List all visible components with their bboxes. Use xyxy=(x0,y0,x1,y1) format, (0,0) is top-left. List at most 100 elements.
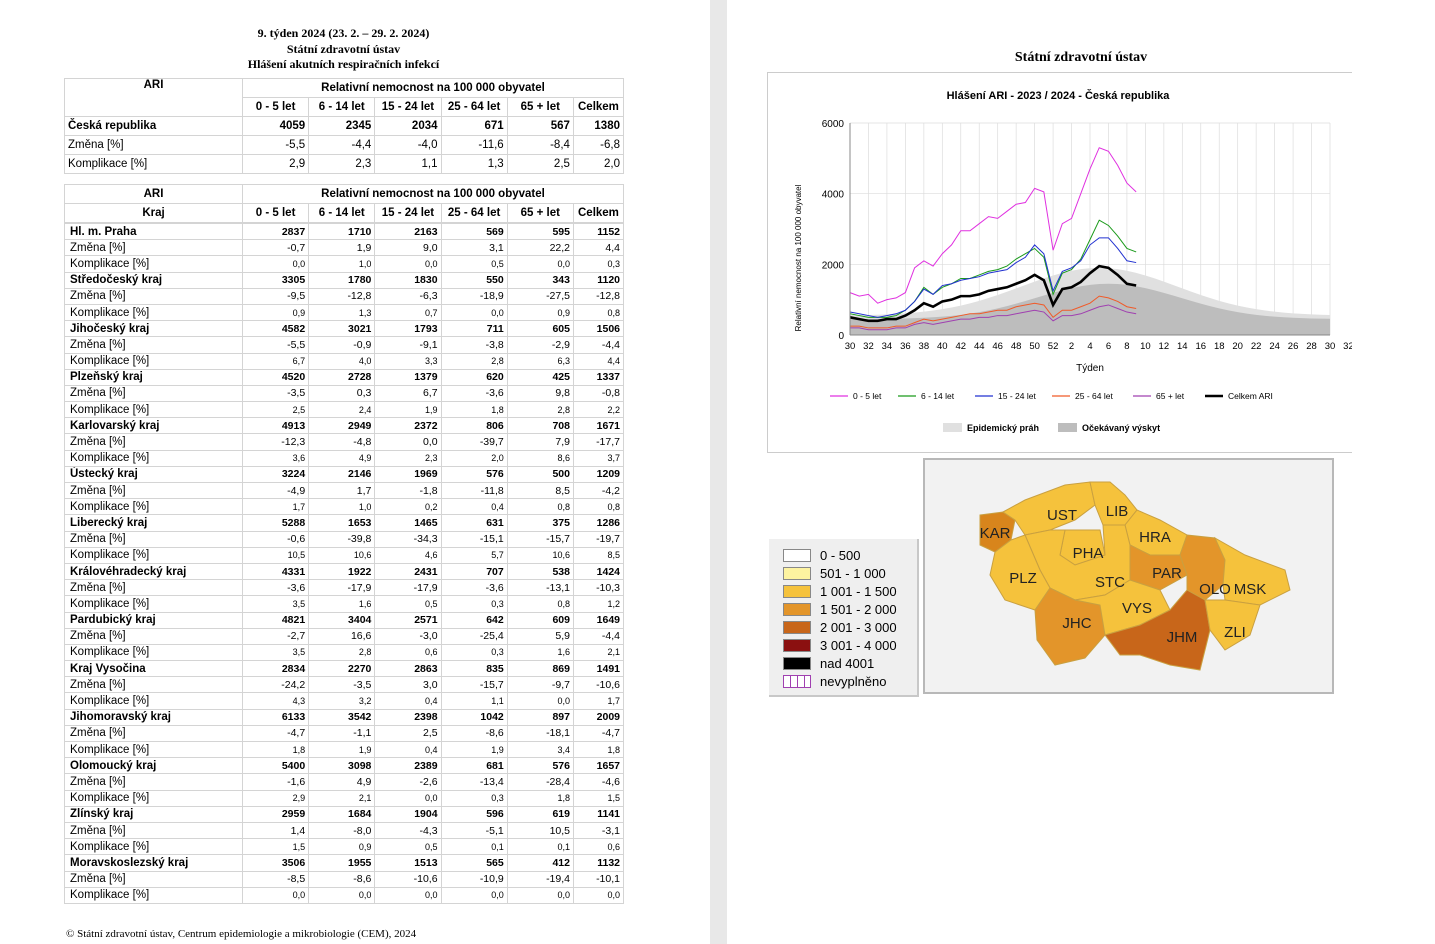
x-tick-label: 2 xyxy=(1069,341,1074,352)
map-region-label: KAR xyxy=(980,525,1011,542)
table-cell: 3,7 xyxy=(573,449,624,467)
map-region-label: JHC xyxy=(1062,615,1091,632)
table-cell: -3,1 xyxy=(573,821,624,840)
right-page: Státní zdravotní ústav Hlášení ARI - 202… xyxy=(727,0,1435,944)
complication-row: Komplikace [%] 0,0 1,0 0,0 0,5 0,0 0,3 xyxy=(64,255,624,273)
map-region-ust xyxy=(1002,481,1096,536)
complication-label: Komplikace [%] xyxy=(64,401,243,419)
map-region-label: OLO xyxy=(1199,581,1231,598)
table-cell: 4821 xyxy=(241,611,310,629)
table-cell: -13,4 xyxy=(440,773,508,791)
table-cell: -12,8 xyxy=(573,287,624,305)
y-tick-label: 6000 xyxy=(822,119,845,130)
table-cell: 4582 xyxy=(241,320,310,338)
complication-label: Komplikace [%] xyxy=(64,838,243,856)
table-cell: -3,6 xyxy=(241,579,310,597)
table-cell: 595 xyxy=(506,222,575,241)
row-label: Změna [%] xyxy=(64,135,243,155)
group-header: Relativní nemocnost na 100 000 obyvatel xyxy=(242,184,624,204)
table-cell: 2,5 xyxy=(374,724,442,743)
table-cell: 550 xyxy=(440,271,508,289)
table-cell: 5400 xyxy=(241,757,310,775)
table-cell: -11,6 xyxy=(440,135,508,155)
legend-label: 3 001 - 4 000 xyxy=(820,637,897,653)
change-label: Změna [%] xyxy=(64,336,243,354)
region-row: Olomoucký kraj 5400 3098 2389 681 576 1657 xyxy=(64,757,624,775)
table-cell: 22,2 xyxy=(506,239,575,257)
ari-chart: Hlášení ARI - 2023 / 2024 - Česká republ… xyxy=(767,72,1372,453)
table-cell: 4,3 xyxy=(241,692,310,710)
table-cell: 1465 xyxy=(374,514,442,532)
table-cell: 2571 xyxy=(374,611,442,629)
table-cell: 0,6 xyxy=(374,643,442,662)
table-cell: 1,9 xyxy=(308,740,376,759)
table-cell: -8,0 xyxy=(308,821,376,840)
table-cell: 1491 xyxy=(573,660,624,678)
table-cell: 0,1 xyxy=(506,838,575,856)
table-cell: 1904 xyxy=(374,805,442,823)
table-cell: 596 xyxy=(440,805,508,823)
column-header: Celkem xyxy=(572,203,625,223)
table-cell: -10,3 xyxy=(573,579,624,597)
column-header: 0 - 5 let xyxy=(241,97,310,117)
complication-label: Komplikace [%] xyxy=(64,595,243,613)
table-cell: -4,0 xyxy=(374,135,442,155)
map-region-label: JHM xyxy=(1167,629,1198,646)
complication-label: Komplikace [%] xyxy=(64,352,243,370)
table-cell: 671 xyxy=(440,116,508,136)
x-tick-label: 32 xyxy=(863,341,874,352)
column-header: 15 - 24 let xyxy=(374,203,442,223)
table-cell: 2431 xyxy=(374,562,442,581)
x-tick-label: 8 xyxy=(1124,341,1129,352)
x-tick-label: 40 xyxy=(937,341,948,352)
complication-row: Komplikace [%] 2,5 2,4 1,9 1,8 2,8 2,2 xyxy=(64,401,624,419)
chart-title: Hlášení ARI - 2023 / 2024 - Česká republ… xyxy=(947,89,1171,102)
table-cell: 2009 xyxy=(573,708,624,726)
map-legend-item: 3 001 - 4 000 xyxy=(783,637,897,653)
legend-label: 0 - 500 xyxy=(820,547,861,563)
map-region-label: MSK xyxy=(1234,581,1267,598)
table-cell: -3,6 xyxy=(440,579,508,597)
table-cell: 2146 xyxy=(308,465,376,484)
legend-swatch xyxy=(1058,423,1077,432)
x-tick-label: 48 xyxy=(1011,341,1022,352)
legend-swatch xyxy=(783,674,811,688)
table-cell: 681 xyxy=(440,757,508,775)
legend-swatch xyxy=(783,638,811,652)
region-row: Ústecký kraj 3224 2146 1969 576 500 1209 xyxy=(64,465,624,484)
region-row: Hl. m. Praha 2837 1710 2163 569 595 1152 xyxy=(64,222,624,241)
table-cell: 2034 xyxy=(374,116,442,136)
table-cell: 642 xyxy=(440,611,508,629)
table-cell: 10,5 xyxy=(241,546,310,564)
region-name: Královéhradecký kraj xyxy=(64,562,243,581)
column-header: 0 - 5 let xyxy=(241,203,310,223)
table-cell: 538 xyxy=(506,562,575,581)
table-cell: -39,7 xyxy=(440,433,508,451)
x-tick-label: 16 xyxy=(1195,341,1206,352)
map-legend-item: 0 - 500 xyxy=(783,547,860,563)
table-cell: 2389 xyxy=(374,757,442,775)
table-cell: 1,2 xyxy=(573,595,624,613)
table-corner: ARI xyxy=(64,184,243,204)
table-cell: -17,9 xyxy=(308,579,376,597)
table-cell: 605 xyxy=(506,320,575,338)
table-cell: 897 xyxy=(506,708,575,726)
table-cell: 0,8 xyxy=(506,595,575,613)
table-cell: 1141 xyxy=(573,805,624,823)
table-cell: 6,3 xyxy=(506,352,575,370)
table-cell: 0,0 xyxy=(374,433,442,451)
table-cell: 1,3 xyxy=(308,303,376,322)
table-cell: -2,7 xyxy=(241,627,310,645)
complication-label: Komplikace [%] xyxy=(64,740,243,759)
change-row: Změna [%] -0,7 1,9 9,0 3,1 22,2 4,4 xyxy=(64,239,624,257)
complication-label: Komplikace [%] xyxy=(64,449,243,467)
table-cell: 1,4 xyxy=(241,821,310,840)
change-row: Změna [%] -3,6 -17,9 -17,9 -3,6 -13,1 -10,3 xyxy=(64,579,624,597)
table-cell: 0,2 xyxy=(374,498,442,516)
table-cell: 0,9 xyxy=(241,303,310,322)
region-name: Karlovarský kraj xyxy=(64,417,243,435)
table-cell: -4,2 xyxy=(573,481,624,500)
y-tick-label: 0 xyxy=(838,331,844,342)
legend-label: Očekávaný výskyt xyxy=(1082,423,1160,433)
x-tick-label: 22 xyxy=(1251,341,1262,352)
